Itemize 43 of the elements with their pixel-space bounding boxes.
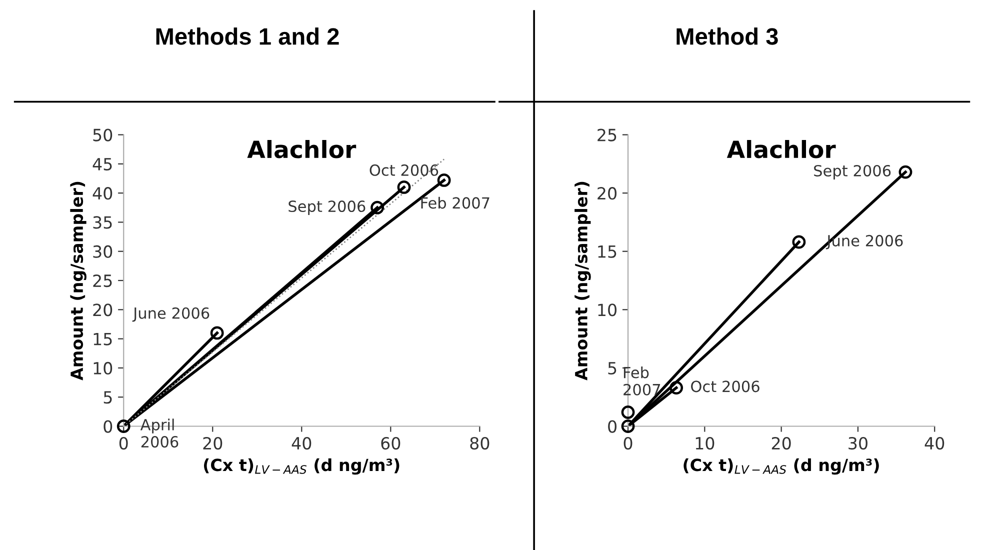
y-tick-label: 5 [104,391,112,404]
y-tick-label: 45 [92,158,112,170]
y-tick-label: 50 [93,128,112,142]
y-tick-label: 15 [598,246,616,258]
y-tick-label: 25 [598,128,616,142]
x-tick-label: 20 [772,436,791,450]
annotation: Sept 2006 [288,200,366,216]
x-axis-title: (Cx t)$_{LV−AAS}$ (d ng/m³) [684,458,879,475]
y-tick-label: 10 [94,362,112,375]
y-tick-label: 30 [93,245,112,258]
chart-title: Method 3 [676,27,778,45]
annotation: Oct 2006 [691,380,760,392]
y-tick-label: 40 [92,187,112,200]
annotation: June 2006 [132,307,210,322]
x-axis-title: (Cx t)$_{LV−AAS}$ (d ng/m³) [204,458,400,475]
x-tick-label: 30 [848,436,868,450]
y-axis-title: Amount (ng/sampler) [70,182,86,380]
y-axis-title: Amount (ng/sampler) [574,182,591,380]
y-tick-label: 20 [93,304,112,316]
annotation: Feb 2007 [421,196,490,209]
x-tick-label: 0 [119,436,128,450]
x-tick-label: 0 [624,436,632,450]
y-tick-label: 35 [93,216,112,229]
x-tick-label: 80 [470,436,490,450]
y-tick-label: 5 [608,362,616,375]
annotation: April 2006 [140,418,178,448]
annotation: Feb 2007 [624,366,660,396]
x-tick-label: 60 [381,436,400,450]
y-tick-label: 0 [608,420,616,433]
x-tick-label: 10 [696,436,714,450]
y-tick-label: 20 [598,187,616,200]
chart-title: Methods 1 and 2 [156,27,339,45]
annotation: Sept 2006 [814,164,891,180]
y-tick-label: 25 [93,274,112,288]
annotation: Oct 2006 [370,164,438,176]
chart-subtitle: Alachlor [726,140,836,158]
x-tick-label: 20 [203,436,222,450]
x-tick-label: 40 [924,436,944,450]
x-tick-label: 40 [292,436,312,450]
y-tick-label: 10 [598,304,616,316]
chart-subtitle: Alachlor [247,140,356,158]
y-tick-label: 0 [104,420,112,433]
y-tick-label: 15 [94,332,112,346]
